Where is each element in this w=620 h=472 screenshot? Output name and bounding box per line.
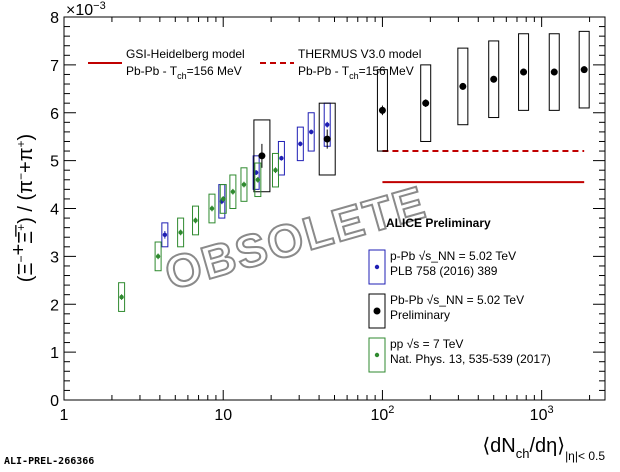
alice-preliminary-label: ALICE Preliminary	[386, 216, 491, 230]
x-tick-label: 10	[214, 407, 232, 424]
sys-box-2-5	[219, 184, 227, 214]
sys-box-1-6	[518, 33, 530, 111]
data-point-0-5	[309, 129, 314, 135]
data-point-1-6	[520, 68, 528, 76]
sys-box-1-0	[253, 119, 271, 193]
data-point-2-7	[241, 182, 247, 187]
legend-marker-0	[374, 264, 380, 270]
data-point-1-8	[580, 66, 588, 74]
sys-box-2-9	[271, 152, 279, 188]
legend-box-1	[368, 293, 386, 329]
sys-box-1-2	[376, 69, 388, 152]
data-point-1-7	[550, 68, 558, 76]
data-point-1-5	[490, 75, 498, 83]
data-point-0-4	[298, 141, 303, 147]
data-point-2-6	[230, 189, 236, 194]
sys-box-2-3	[192, 205, 200, 236]
y-tick-label: 7	[50, 58, 59, 75]
legend-marker-2	[374, 352, 380, 358]
x-tick-label: 103	[530, 404, 554, 424]
sys-box-2-6	[229, 174, 237, 210]
data-point-1-4	[459, 82, 467, 90]
data-point-1-1	[323, 135, 331, 143]
data-point-1-0	[258, 152, 266, 160]
y-tick-label: 6	[50, 106, 59, 123]
y-tick-label: 1	[50, 345, 59, 362]
sys-box-0-2	[252, 155, 260, 190]
data-point-2-9	[273, 168, 278, 173]
sys-box-2-2	[177, 217, 185, 248]
sys-box-1-5	[488, 40, 500, 119]
legend-box-0	[368, 249, 386, 285]
data-point-2-2	[178, 230, 183, 235]
data-point-2-3	[193, 218, 198, 223]
sys-box-1-3	[420, 64, 432, 142]
legend-series-name-2: pp √s = 7 TeV	[390, 337, 463, 351]
y-tick-label: 2	[50, 297, 59, 314]
sys-box-2-0	[118, 282, 126, 312]
x-tick-label: 1	[60, 407, 69, 424]
data-point-0-0	[162, 232, 168, 238]
legend-series-name-1: Pb-Pb √s_NN = 5.02 TeV	[390, 293, 524, 307]
sys-box-1-4	[457, 47, 469, 126]
sys-box-2-7	[240, 167, 248, 202]
y-tick-label: 8	[50, 10, 59, 27]
data-point-2-0	[119, 294, 124, 300]
y-tick-label: 5	[50, 154, 59, 171]
sys-box-1-8	[578, 30, 590, 109]
legend-series-name-0: p-Pb √s_NN = 5.02 TeV	[390, 249, 516, 263]
data-point-2-4	[209, 206, 215, 211]
legend-series-reference-2: Nat. Phys. 13, 535-539 (2017)	[390, 352, 551, 366]
data-point-2-8	[255, 177, 261, 182]
model-legend-name-0: GSI-Heidelberg model	[126, 47, 245, 61]
model-legend-subtitle-1: Pb-Pb - Tch=156 MeV	[298, 64, 414, 81]
sys-box-0-4	[296, 126, 304, 162]
sys-box-1-1	[318, 102, 336, 176]
sys-box-2-4	[208, 193, 216, 224]
data-point-0-6	[325, 122, 330, 127]
legend-box-2	[368, 337, 386, 373]
y-multiplier-label: ×10−3	[66, 0, 106, 19]
sys-box-0-5	[307, 112, 315, 152]
legend-series-reference-0: PLB 758 (2016) 389	[390, 264, 498, 278]
legend-marker-1	[373, 307, 381, 315]
sys-box-2-1	[154, 241, 162, 272]
y-tick-label: 0	[50, 393, 59, 410]
y-tick-label: 3	[50, 249, 59, 266]
figure-id-footer: ALI-PREL-266366	[4, 456, 95, 467]
x-axis-title: ⟨dNch/dη⟩|η|< 0.5	[482, 435, 605, 463]
sys-box-2-8	[254, 162, 262, 198]
y-axis-title: (Ξ−+Ξ̅+) / (π−+π+)	[8, 134, 37, 282]
obsolete-stamp: OBSOLETE	[159, 176, 432, 300]
legend-series-reference-1: Preliminary	[390, 308, 450, 322]
data-point-1-3	[422, 99, 430, 107]
data-point-2-1	[155, 254, 161, 259]
model-legend-name-1: THERMUS V3.0 model	[298, 47, 421, 61]
y-tick-label: 4	[50, 202, 59, 219]
data-point-0-3	[279, 156, 284, 161]
model-legend-subtitle-0: Pb-Pb - Tch=156 MeV	[126, 64, 242, 81]
x-tick-label: 102	[370, 404, 394, 424]
data-point-1-2	[378, 106, 386, 114]
sys-box-0-0	[161, 222, 169, 248]
sys-box-1-7	[548, 33, 560, 111]
data-point-2-5	[221, 196, 226, 202]
